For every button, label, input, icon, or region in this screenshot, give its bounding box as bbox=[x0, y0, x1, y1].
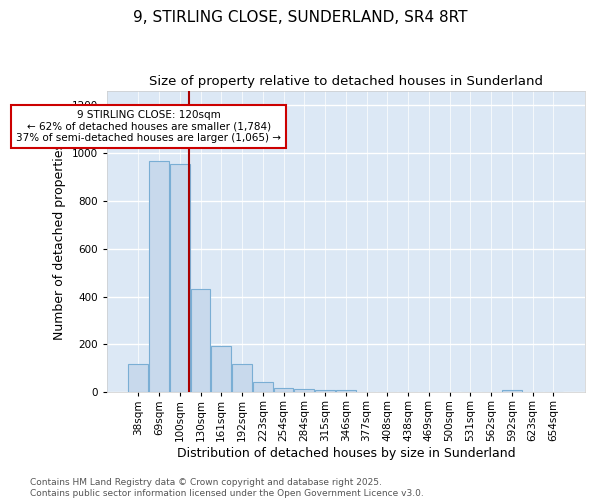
Bar bbox=[191, 290, 211, 393]
Bar bbox=[315, 390, 335, 392]
Bar bbox=[128, 364, 148, 392]
Bar bbox=[336, 390, 356, 392]
Y-axis label: Number of detached properties: Number of detached properties bbox=[53, 143, 66, 340]
Text: 9, STIRLING CLOSE, SUNDERLAND, SR4 8RT: 9, STIRLING CLOSE, SUNDERLAND, SR4 8RT bbox=[133, 10, 467, 25]
X-axis label: Distribution of detached houses by size in Sunderland: Distribution of detached houses by size … bbox=[176, 447, 515, 460]
Bar bbox=[253, 382, 272, 392]
Bar bbox=[295, 389, 314, 392]
Bar bbox=[170, 164, 190, 392]
Bar bbox=[274, 388, 293, 392]
Bar bbox=[502, 390, 522, 392]
Text: Contains HM Land Registry data © Crown copyright and database right 2025.
Contai: Contains HM Land Registry data © Crown c… bbox=[30, 478, 424, 498]
Text: 9 STIRLING CLOSE: 120sqm
← 62% of detached houses are smaller (1,784)
37% of sem: 9 STIRLING CLOSE: 120sqm ← 62% of detach… bbox=[16, 110, 281, 143]
Bar bbox=[211, 346, 231, 393]
Title: Size of property relative to detached houses in Sunderland: Size of property relative to detached ho… bbox=[149, 75, 543, 88]
Bar bbox=[149, 161, 169, 392]
Bar bbox=[232, 364, 252, 392]
